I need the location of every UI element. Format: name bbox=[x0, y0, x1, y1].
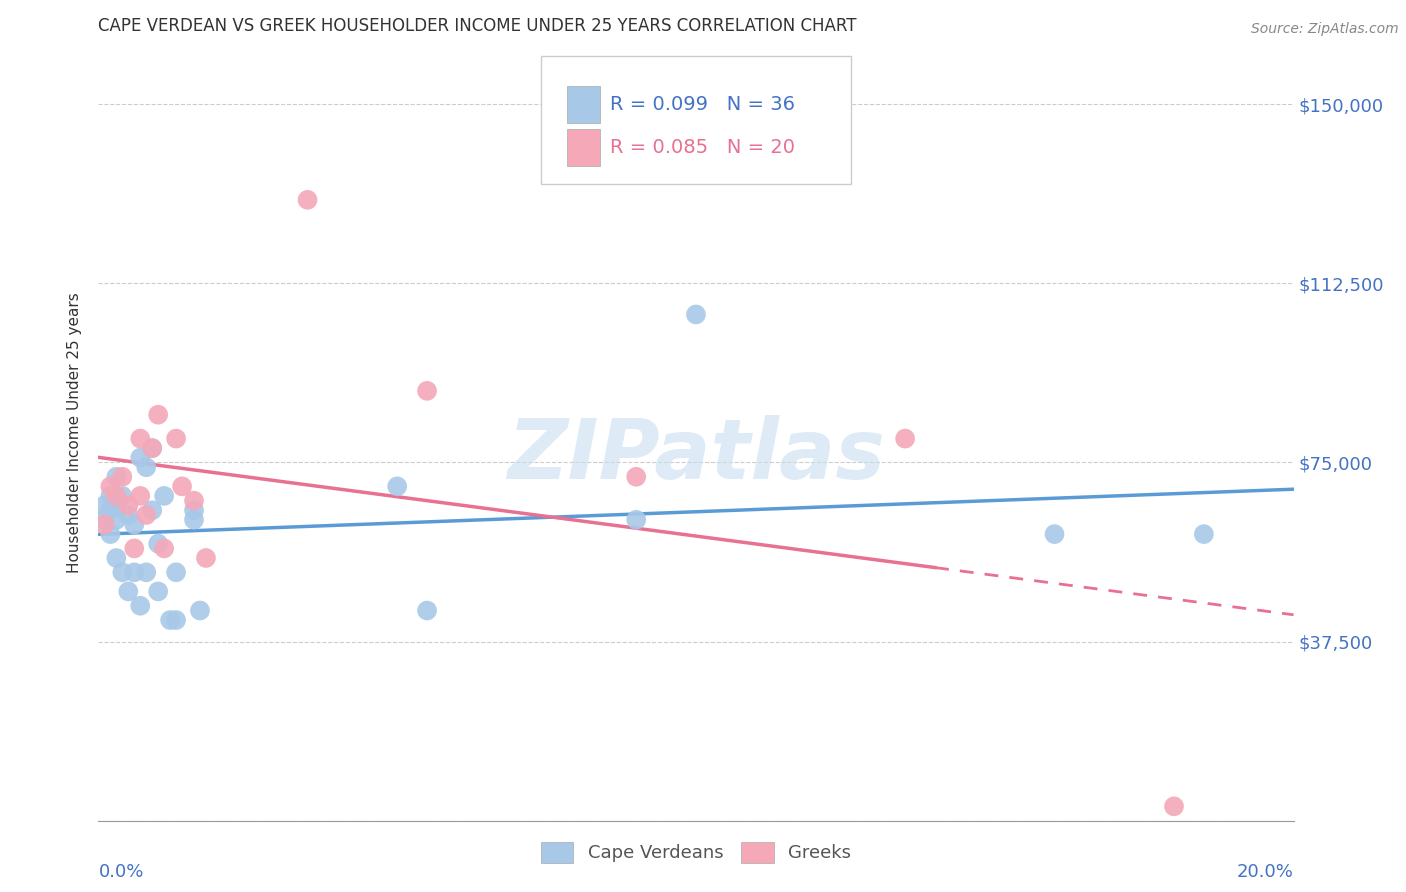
Text: Source: ZipAtlas.com: Source: ZipAtlas.com bbox=[1251, 22, 1399, 37]
Point bbox=[165, 566, 187, 580]
Point bbox=[129, 599, 152, 613]
Point bbox=[297, 193, 319, 207]
Point bbox=[626, 513, 648, 527]
Point bbox=[416, 603, 439, 617]
Point bbox=[183, 513, 205, 527]
Point bbox=[111, 566, 134, 580]
Point bbox=[153, 489, 176, 503]
Text: CAPE VERDEAN VS GREEK HOUSEHOLDER INCOME UNDER 25 YEARS CORRELATION CHART: CAPE VERDEAN VS GREEK HOUSEHOLDER INCOME… bbox=[98, 17, 856, 35]
Point bbox=[129, 489, 152, 503]
Point bbox=[93, 517, 115, 532]
Point bbox=[195, 551, 218, 566]
Point bbox=[148, 584, 170, 599]
Point bbox=[135, 508, 157, 522]
Point bbox=[188, 603, 211, 617]
Point bbox=[98, 479, 122, 493]
Legend: Cape Verdeans, Greeks: Cape Verdeans, Greeks bbox=[533, 835, 859, 870]
Point bbox=[894, 432, 917, 446]
FancyBboxPatch shape bbox=[567, 86, 600, 123]
Point bbox=[1192, 527, 1215, 541]
Point bbox=[141, 441, 163, 455]
Text: 0.0%: 0.0% bbox=[98, 863, 143, 881]
Point bbox=[172, 479, 194, 493]
Point bbox=[135, 460, 157, 475]
Point bbox=[153, 541, 176, 556]
Point bbox=[141, 503, 163, 517]
Point bbox=[159, 613, 181, 627]
Point bbox=[183, 503, 205, 517]
Point bbox=[105, 470, 128, 484]
Point bbox=[124, 566, 146, 580]
Point bbox=[117, 499, 139, 513]
Point bbox=[117, 508, 139, 522]
Text: R = 0.085   N = 20: R = 0.085 N = 20 bbox=[610, 138, 794, 157]
Point bbox=[105, 489, 128, 503]
Point bbox=[416, 384, 439, 398]
Point bbox=[98, 527, 122, 541]
Text: ZIPatlas: ZIPatlas bbox=[508, 416, 884, 497]
Point bbox=[148, 536, 170, 550]
Point bbox=[135, 566, 157, 580]
Point bbox=[105, 499, 128, 513]
Point bbox=[124, 541, 146, 556]
Point bbox=[1163, 799, 1185, 814]
Point bbox=[165, 613, 187, 627]
Point bbox=[385, 479, 409, 493]
Point bbox=[117, 584, 139, 599]
Point bbox=[111, 489, 134, 503]
Point bbox=[685, 307, 707, 321]
Point bbox=[626, 470, 648, 484]
Point bbox=[165, 432, 187, 446]
Point bbox=[93, 513, 115, 527]
Point bbox=[141, 441, 163, 455]
Text: 20.0%: 20.0% bbox=[1237, 863, 1294, 881]
Point bbox=[105, 513, 128, 527]
Y-axis label: Householder Income Under 25 years: Householder Income Under 25 years bbox=[67, 293, 83, 573]
Point bbox=[93, 499, 115, 513]
Point bbox=[148, 408, 170, 422]
Point bbox=[105, 551, 128, 566]
Point bbox=[98, 503, 122, 517]
Point bbox=[129, 432, 152, 446]
Point bbox=[124, 517, 146, 532]
Point bbox=[98, 489, 122, 503]
FancyBboxPatch shape bbox=[541, 56, 852, 185]
Text: R = 0.099   N = 36: R = 0.099 N = 36 bbox=[610, 95, 794, 114]
Point bbox=[1043, 527, 1066, 541]
FancyBboxPatch shape bbox=[567, 129, 600, 167]
Point bbox=[129, 450, 152, 465]
Point bbox=[111, 470, 134, 484]
Point bbox=[183, 493, 205, 508]
